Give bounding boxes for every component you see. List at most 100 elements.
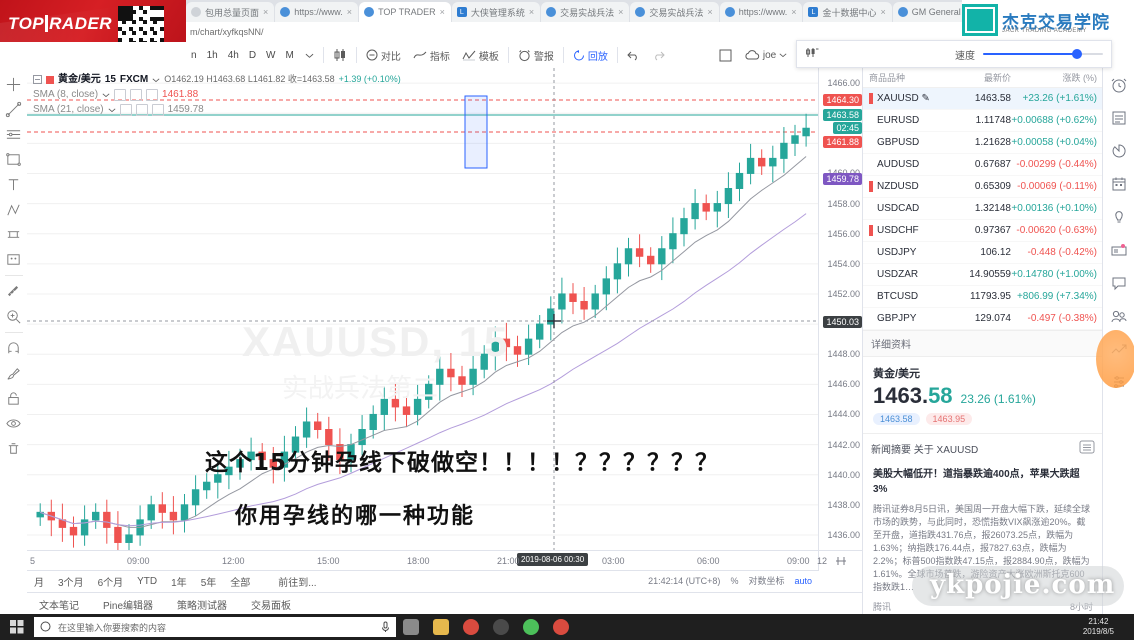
fib-pattern-icon[interactable] [2, 197, 26, 222]
timeframe-W[interactable]: W [266, 49, 276, 61]
alerts-button[interactable]: 警报 [512, 42, 560, 68]
timeframe-D[interactable]: D [248, 49, 257, 61]
alarm-clock-icon[interactable] [1108, 74, 1130, 96]
watchlist-row[interactable]: NZDUSD 0.65309 -0.00069 (-0.11%) [863, 176, 1103, 198]
percent-toggle[interactable]: % [730, 575, 739, 586]
watchlist-row[interactable]: GBPUSD 1.21628 +0.00058 (+0.04%) [863, 132, 1103, 154]
price-chart[interactable]: XAUUSD, 15 实战兵法第二 黄金/美 [27, 68, 818, 550]
sma2-remove-icon[interactable] [151, 103, 164, 116]
task-view-icon[interactable] [396, 614, 426, 640]
chart-type-candles-icon[interactable] [327, 42, 353, 68]
sma1-remove-icon[interactable] [146, 88, 159, 101]
redo-button[interactable] [646, 42, 671, 68]
goto-date-button[interactable]: 前往到... [278, 577, 317, 589]
legend-sma1-row[interactable]: SMA (8, close) 1461.88 [33, 87, 401, 102]
layout-button[interactable] [713, 42, 738, 68]
range-月[interactable]: 月 [34, 577, 44, 589]
sma2-settings-icon[interactable] [119, 103, 132, 116]
time-scale[interactable]: 2019-08-06 00:30 5 09:00 12:00 15:00 18:00 21… [27, 550, 827, 571]
templates-button[interactable]: 模板 [456, 42, 505, 68]
replay-button[interactable]: 回放 [567, 42, 614, 68]
close-icon[interactable]: × [880, 7, 886, 17]
compare-button[interactable]: 对比 [360, 42, 407, 68]
browser-tab[interactable]: L 金十数据中心 × [803, 2, 892, 22]
news-feed-icon[interactable] [1108, 239, 1130, 261]
browser-tab[interactable]: 交易实战兵法 × [630, 2, 719, 22]
watchlist-row[interactable]: USDCHF 0.97367 -0.00620 (-0.63%) [863, 220, 1103, 242]
magnet-icon[interactable] [2, 336, 26, 361]
close-icon[interactable]: × [346, 7, 353, 17]
browser-icon[interactable] [486, 614, 516, 640]
bottom-tab-策略测试器[interactable]: 策略测试器 [177, 600, 228, 612]
watchlist-row[interactable]: GBPJPY 129.074 -0.497 (-0.38%) [863, 308, 1103, 330]
news-menu-icon[interactable] [1079, 440, 1095, 457]
brush-icon[interactable] [2, 361, 26, 386]
browser-tab[interactable]: https://www. × [275, 2, 359, 22]
watchlist-row[interactable]: AUDUSD 0.67687 -0.00299 (-0.44%) [863, 154, 1103, 176]
bottom-tab-文本笔记[interactable]: 文本笔记 [39, 600, 79, 612]
browser-tab[interactable]: 交易实战兵法 × [541, 2, 630, 22]
browser-tab[interactable]: https://www. × [719, 2, 803, 22]
bottom-tab-交易面板[interactable]: 交易面板 [251, 600, 292, 612]
watchlist-row[interactable]: USDJPY 106.12 -0.448 (-0.42%) [863, 242, 1103, 264]
bid-chip[interactable]: 1463.58 [873, 413, 920, 425]
close-icon[interactable]: × [707, 7, 713, 17]
chrome-icon[interactable] [456, 614, 486, 640]
people-icon[interactable] [1108, 305, 1130, 327]
horizontal-lines-icon[interactable] [2, 122, 26, 147]
legend-interval[interactable]: 15 [104, 74, 116, 85]
replay-play-icon[interactable] [805, 46, 819, 62]
range-5年[interactable]: 5年 [200, 577, 217, 589]
watchlist-row[interactable]: EURUSD 1.11748 +0.00688 (+0.62%) [863, 110, 1103, 132]
right-panel[interactable]: 商品品种 最新价 涨跌 (%) XAUUSD ✎ 1463.58 +23.26 (+… [862, 68, 1103, 614]
pie-chart-icon[interactable] [1108, 140, 1130, 162]
crosshair-icon[interactable] [2, 72, 26, 97]
media-icon[interactable] [546, 614, 576, 640]
sma1-caret-icon[interactable] [102, 91, 110, 99]
replay-speed-panel[interactable]: 速度 [796, 40, 1112, 68]
indicators-button[interactable]: 指标 [407, 42, 456, 68]
idea-bulb-icon[interactable] [1108, 206, 1130, 228]
drawing-toolbar[interactable] [0, 68, 28, 576]
browser-tabs[interactable]: 包用总量页面 × https://www. × TOP TRADER × L 大侠管理系统 × 交… [186, 0, 1019, 22]
watchlist-rows[interactable]: XAUUSD ✎ 1463.58 +23.26 (+1.61%) EURUSD 1.11… [863, 88, 1103, 330]
watchlist-row[interactable]: BTCUSD 11793.95 +806.99 (+7.34%) [863, 286, 1103, 308]
eye-icon[interactable] [2, 411, 26, 436]
price-scale[interactable]: 1466.001464.001462.001460.001458.001456.… [818, 68, 863, 550]
browser-tab[interactable]: 包用总量页面 × [186, 2, 275, 22]
auto-scale-toggle[interactable]: auto [794, 575, 812, 586]
trash-icon[interactable] [2, 436, 26, 461]
rectangle-icon[interactable] [2, 147, 26, 172]
sma1-hide-icon[interactable] [130, 88, 143, 101]
close-icon[interactable]: × [618, 7, 624, 17]
measure-icon[interactable] [2, 222, 26, 247]
ask-chip[interactable]: 1463.95 [925, 413, 973, 425]
undo-button[interactable] [621, 42, 646, 68]
log-scale-toggle[interactable]: 对数坐标 [748, 576, 785, 586]
file-explorer-icon[interactable] [426, 614, 456, 640]
legend-collapse-icon[interactable] [33, 75, 42, 84]
taskbar-search-input[interactable]: 在这里输入你要搜索的内容 [34, 617, 396, 637]
watchlist-row[interactable]: USDCAD 1.32148 +0.00136 (+0.10%) [863, 198, 1103, 220]
range-YTD[interactable]: YTD [137, 575, 158, 587]
taskbar-clock[interactable]: 21:42 2019/8/5 [1083, 617, 1134, 637]
sma1-settings-icon[interactable] [114, 88, 127, 101]
browser-tab[interactable]: L 大侠管理系统 × [451, 2, 541, 22]
legend-sma2-row[interactable]: SMA (21, close) 1459.78 [33, 102, 401, 117]
timeframe-M[interactable]: M [285, 49, 294, 61]
close-icon[interactable]: × [439, 7, 445, 17]
start-button[interactable] [0, 614, 34, 640]
timeframe-dropdown-icon[interactable] [299, 42, 320, 68]
range-6个月[interactable]: 6个月 [97, 577, 124, 589]
lock-icon[interactable] [2, 386, 26, 411]
range-全部[interactable]: 全部 [230, 577, 251, 589]
calendar-icon[interactable] [1108, 173, 1130, 195]
watchlist-icon[interactable] [1108, 107, 1130, 129]
emoji-icon[interactable] [2, 247, 26, 272]
sma2-caret-icon[interactable] [108, 106, 116, 114]
legend-symbol-row[interactable]: 黄金/美元 15 FXCM O1462.19 H1463.68 L1461.82… [33, 72, 401, 87]
taskbar-apps[interactable] [396, 614, 576, 640]
close-icon[interactable]: × [528, 7, 535, 17]
timeframe-n[interactable]: n [191, 49, 197, 61]
windows-taskbar[interactable]: 在这里输入你要搜索的内容 21:42 2019/8/5 [0, 614, 1134, 640]
